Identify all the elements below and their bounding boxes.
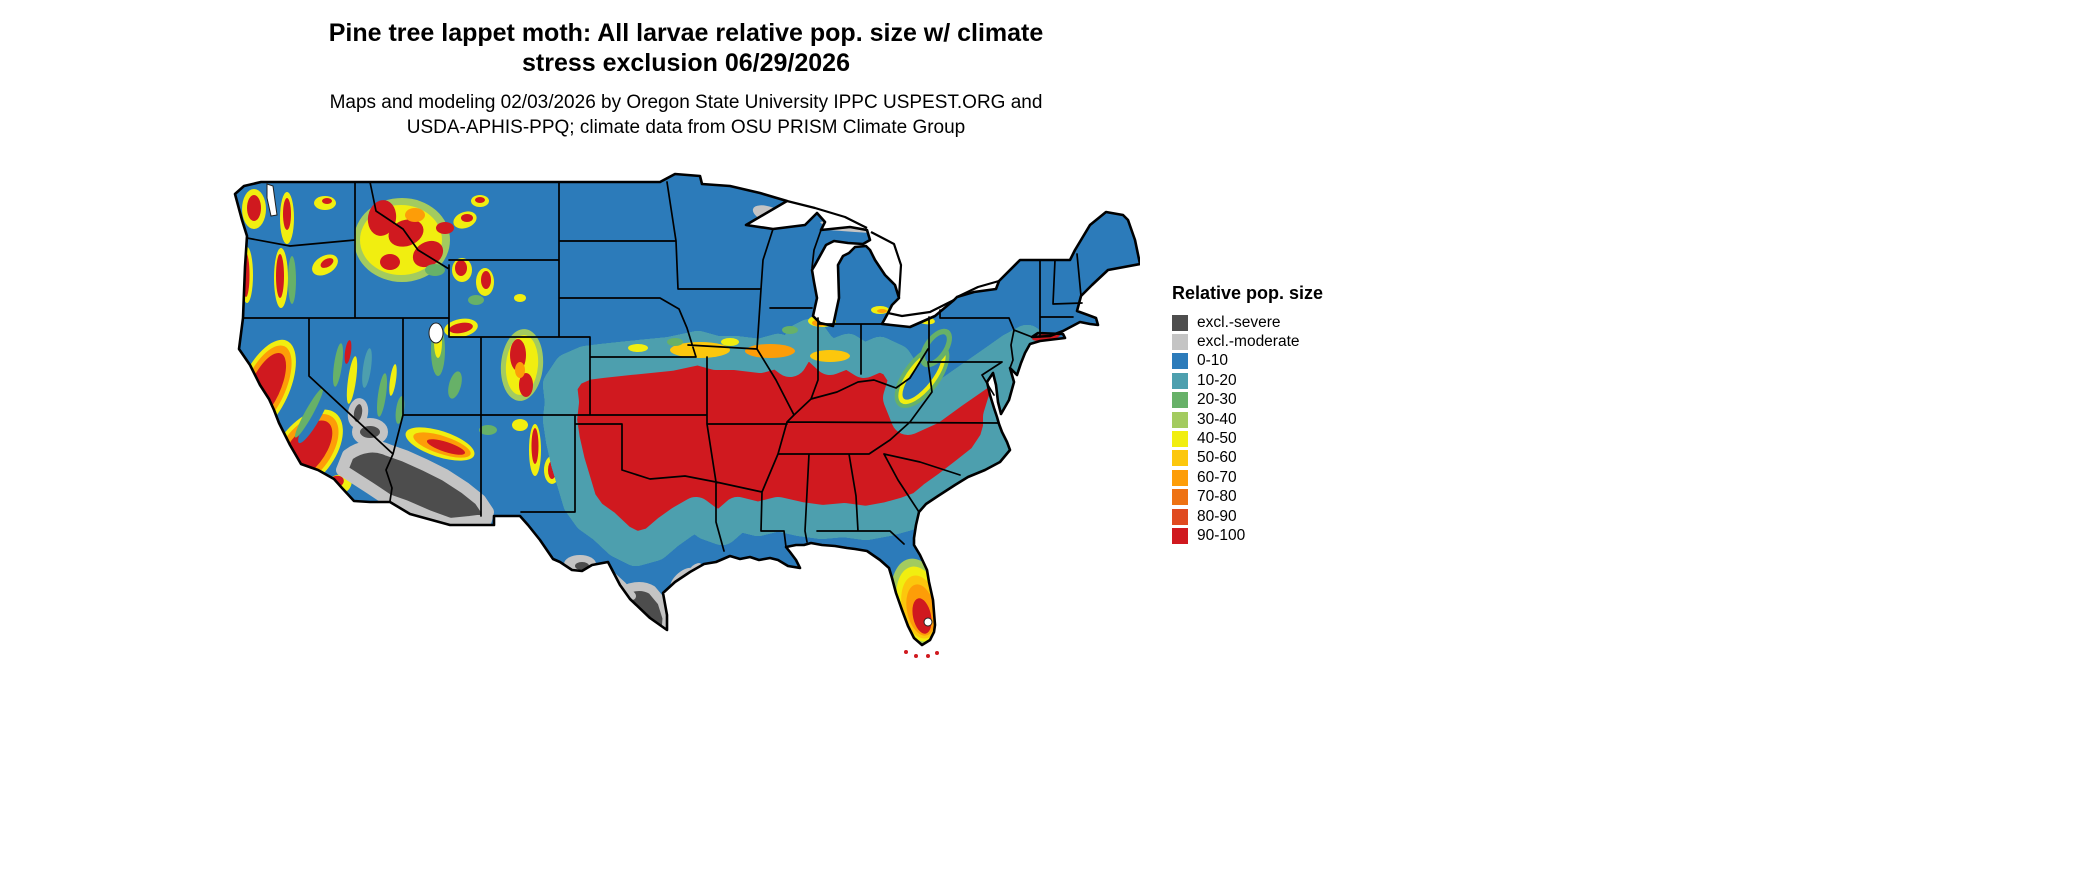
us-outline xyxy=(233,172,1142,647)
puget-sound xyxy=(266,183,278,217)
legend-entry: 70-80 xyxy=(1172,488,1323,507)
map-subtitle: Maps and modeling 02/03/2026 by Oregon S… xyxy=(0,90,1372,140)
legend-entry: 50-60 xyxy=(1172,449,1323,468)
legend-entry: 10-20 xyxy=(1172,371,1323,390)
legend-swatch xyxy=(1172,392,1188,409)
title-line-2: stress exclusion 06/29/2026 xyxy=(521,49,850,77)
subtitle-line-1: Maps and modeling 02/03/2026 by Oregon S… xyxy=(329,92,1043,113)
legend: Relative pop. size excl.-severe excl.-mod… xyxy=(1172,283,1323,546)
legend-entry: 30-40 xyxy=(1172,410,1323,429)
legend-swatch xyxy=(1172,334,1188,351)
lakes-border-line xyxy=(786,199,1000,318)
legend-entry: 80-90 xyxy=(1172,507,1323,526)
legend-swatch xyxy=(1172,314,1188,331)
legend-label: 0-10 xyxy=(1197,352,1229,370)
legend-label: 50-60 xyxy=(1197,449,1237,467)
legend-swatch xyxy=(1172,469,1188,486)
population-raster xyxy=(235,174,1140,645)
legend-swatch xyxy=(1172,372,1188,389)
legend-entries: excl.-severe excl.-moderate 0-10 10-20 20-30… xyxy=(1172,313,1323,546)
title-line-1: Pine tree lappet moth: All larvae relati… xyxy=(328,19,1044,47)
us-map xyxy=(230,170,1142,662)
legend-swatch xyxy=(1172,508,1188,525)
legend-entry: 0-10 xyxy=(1172,352,1323,371)
legend-swatch xyxy=(1172,527,1188,544)
legend-entry: 20-30 xyxy=(1172,391,1323,410)
legend-label: 40-50 xyxy=(1197,430,1237,448)
page-title: Pine tree lappet moth: All larvae relati… xyxy=(0,18,1372,78)
legend-label: excl.-severe xyxy=(1197,313,1281,331)
legend-label: 30-40 xyxy=(1197,410,1237,428)
legend-label: 80-90 xyxy=(1197,507,1237,525)
legend-swatch xyxy=(1172,431,1188,448)
legend-label: 60-70 xyxy=(1197,468,1237,486)
legend-entry: excl.-severe xyxy=(1172,313,1323,332)
legend-entry: 60-70 xyxy=(1172,468,1323,487)
legend-swatch xyxy=(1172,450,1188,467)
us-map-svg xyxy=(233,172,1142,658)
legend-entry: 90-100 xyxy=(1172,526,1323,545)
subtitle-line-2: USDA-APHIS-PPQ; climate data from OSU PR… xyxy=(406,117,966,138)
legend-swatch xyxy=(1172,411,1188,428)
florida-keys xyxy=(904,650,939,658)
legend-label: 70-80 xyxy=(1197,488,1237,506)
legend-swatch xyxy=(1172,353,1188,370)
legend-label: 10-20 xyxy=(1197,371,1237,389)
inland-lakes xyxy=(266,183,933,627)
legend-entry: excl.-moderate xyxy=(1172,332,1323,351)
legend-title: Relative pop. size xyxy=(1172,283,1324,303)
state-borders xyxy=(242,181,1083,552)
legend-entry: 40-50 xyxy=(1172,429,1323,448)
lake-okeechobee xyxy=(923,617,933,627)
legend-label: 90-100 xyxy=(1197,526,1246,544)
legend-label: 20-30 xyxy=(1197,391,1237,409)
great-salt-lake xyxy=(428,322,444,344)
legend-label: excl.-moderate xyxy=(1197,333,1300,351)
legend-swatch xyxy=(1172,489,1188,506)
raster-red-core xyxy=(543,319,1052,566)
raster-west-mottle xyxy=(235,189,560,496)
